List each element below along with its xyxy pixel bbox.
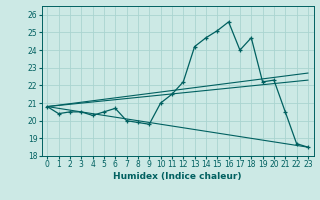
X-axis label: Humidex (Indice chaleur): Humidex (Indice chaleur): [113, 172, 242, 181]
